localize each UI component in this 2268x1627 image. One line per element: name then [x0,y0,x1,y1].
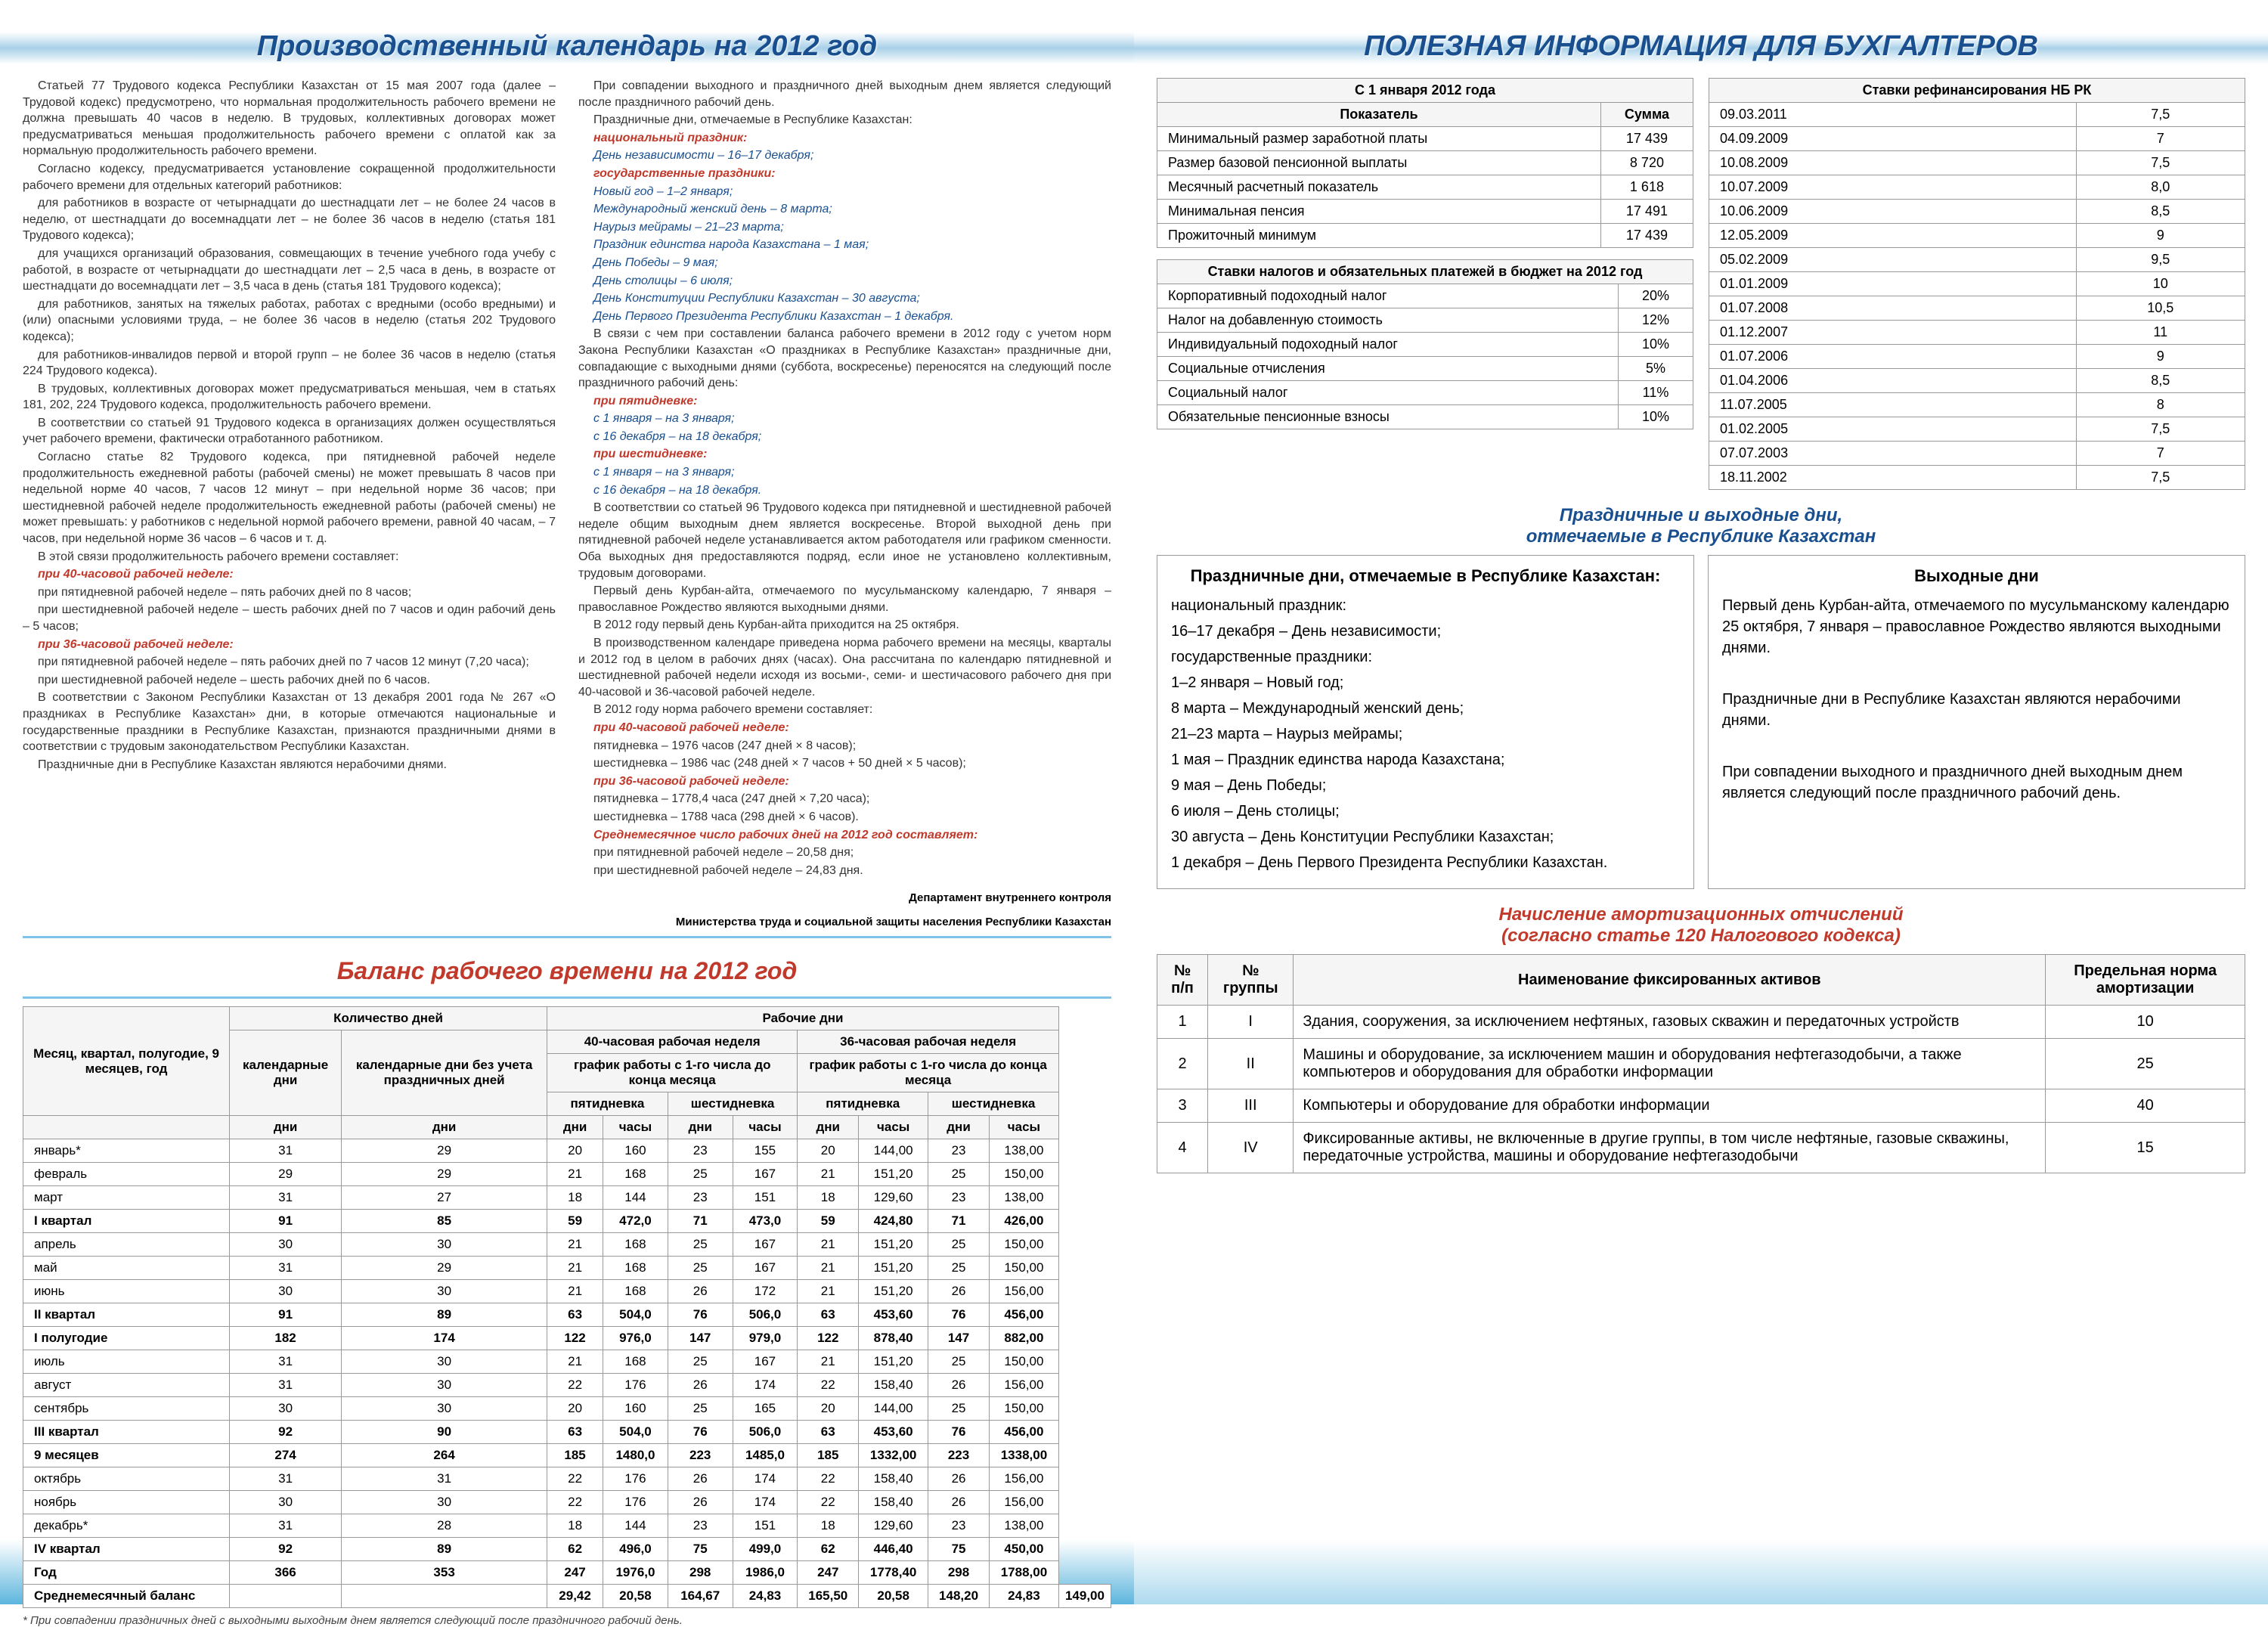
left-title: Производственный календарь на 2012 год [23,30,1111,63]
holidays-title: Праздничные и выходные дни,отмечаемые в … [1157,505,2245,547]
signature-2: Министерства труда и социальной защиты н… [23,916,1111,928]
stripe [23,936,1111,938]
signature-1: Департамент внутреннего контроля [23,891,1111,904]
text-col-1: Статьей 77 Трудового кодекса Республики … [23,78,556,880]
stripe [23,996,1111,999]
balance-title: Баланс рабочего времени на 2012 год [23,957,1111,985]
depr-title: Начисление амортизационных отчислений(со… [1157,904,2245,947]
right-title: ПОЛЕЗНАЯ ИНФОРМАЦИЯ ДЛЯ БУХГАЛТЕРОВ [1157,30,2245,63]
panel-holidays: Праздничные дни, отмечаемые в Республике… [1157,555,1694,889]
tax-rates-table: Ставки налогов и обязательных платежей в… [1157,259,1693,429]
depreciation-table: № п/п№ группыНаименование фиксированных … [1157,954,2245,1173]
refinancing-table: Ставки рефинансирования НБ РК09.03.20117… [1709,78,2245,490]
panel-weekends: Выходные дни Первый день Курбан-айта, от… [1708,555,2245,889]
panel-weekends-title: Выходные дни [1722,566,2231,586]
balance-footnote: * При совпадении праздничных дней с выхо… [23,1614,1111,1627]
text-col-2: При совпадении выходного и праздничного … [578,78,1111,880]
balance-table: Месяц, квартал, полугодие, 9 месяцев, го… [23,1006,1111,1608]
panel-holidays-title: Праздничные дни, отмечаемые в Республике… [1171,566,1680,586]
indicators-table: С 1 января 2012 годаПоказательСуммаМиним… [1157,78,1693,248]
